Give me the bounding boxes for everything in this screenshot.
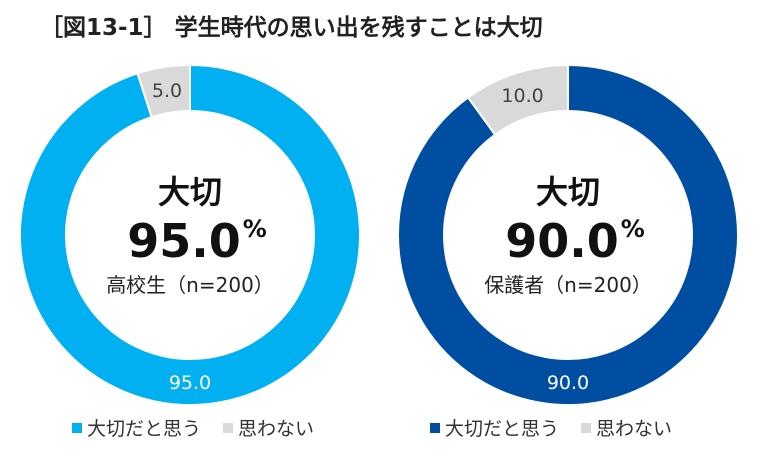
legend-label: 思わない [596, 418, 673, 440]
data-label: 5.0 [152, 80, 182, 102]
legend-left: 大切だと思う 思わない [72, 414, 336, 441]
legend-right: 大切だと思う 思わない [430, 414, 694, 441]
legend-swatch [430, 422, 440, 433]
slice-disagree [466, 63, 569, 137]
slice-disagree [136, 63, 191, 119]
legend-item-disagree: 思わない [223, 414, 314, 441]
sample-label: 保護者（n=200） [484, 273, 652, 297]
legend-label: 大切だと思う [445, 418, 560, 440]
legend-swatch [72, 422, 82, 433]
data-label: 10.0 [501, 85, 543, 107]
center-label: 大切 [536, 173, 600, 211]
sample-label: 高校生（n=200） [106, 273, 274, 297]
legend-item-disagree: 思わない [581, 414, 672, 441]
percent-sign: % [621, 215, 645, 243]
legend-label: 思わない [238, 418, 315, 440]
data-label: 90.0 [547, 372, 589, 394]
slice-agree [19, 63, 361, 406]
legend-swatch [223, 422, 234, 433]
legend-swatch [581, 422, 592, 433]
data-label: 95.0 [169, 372, 211, 394]
chart-title: ［図13-1］ 学生時代の思い出を残すことは大切 [40, 15, 543, 41]
center-value: 90.0 [505, 214, 619, 268]
center-label: 大切 [158, 173, 222, 211]
slice-agree [397, 63, 739, 406]
legend-item-agree: 大切だと思う [72, 414, 201, 441]
center-value: 95.0 [127, 214, 241, 268]
legend-label: 大切だと思う [87, 418, 202, 440]
percent-sign: % [243, 215, 267, 243]
legend-item-agree: 大切だと思う [430, 414, 559, 441]
